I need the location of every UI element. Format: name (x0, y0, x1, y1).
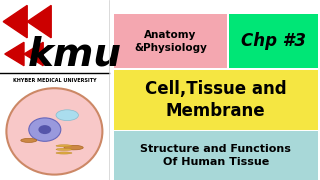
Polygon shape (3, 5, 27, 38)
Ellipse shape (6, 88, 102, 175)
Ellipse shape (29, 118, 61, 141)
FancyBboxPatch shape (229, 14, 318, 68)
Polygon shape (5, 42, 24, 66)
Polygon shape (24, 42, 43, 66)
Polygon shape (27, 5, 51, 38)
FancyBboxPatch shape (0, 0, 109, 180)
FancyBboxPatch shape (114, 14, 227, 68)
Ellipse shape (56, 148, 72, 150)
Text: kmu: kmu (28, 35, 122, 73)
Ellipse shape (56, 145, 72, 147)
FancyBboxPatch shape (114, 70, 318, 130)
Ellipse shape (64, 145, 83, 150)
FancyBboxPatch shape (114, 131, 318, 180)
Text: KHYBER MEDICAL UNIVERSITY: KHYBER MEDICAL UNIVERSITY (12, 78, 96, 83)
Ellipse shape (21, 138, 37, 142)
Ellipse shape (56, 110, 78, 121)
Text: Structure and Functions
Of Human Tissue: Structure and Functions Of Human Tissue (140, 144, 291, 167)
Text: Cell,Tissue and
Membrane: Cell,Tissue and Membrane (145, 80, 286, 120)
Ellipse shape (38, 125, 51, 134)
Text: Anatomy
&Physiology: Anatomy &Physiology (134, 30, 207, 53)
Text: Chp #3: Chp #3 (241, 32, 306, 50)
Ellipse shape (56, 152, 72, 154)
